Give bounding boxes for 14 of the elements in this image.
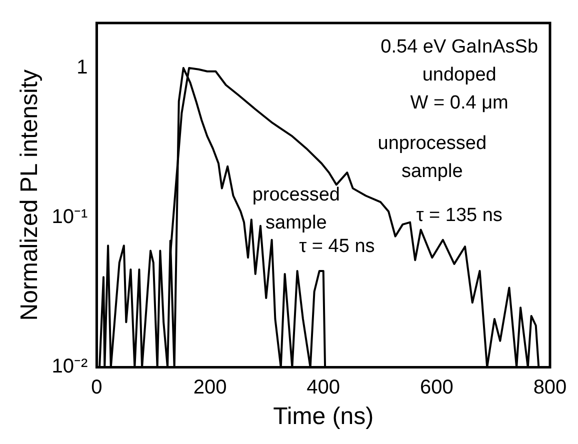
x-tick-label: 600 (420, 376, 454, 399)
y-tick-label: 1 (76, 56, 88, 79)
annotation: unprocessed sample (378, 132, 487, 182)
x-tick-label: 200 (193, 376, 227, 399)
y-tick-label: 10⁻¹ (52, 206, 88, 228)
annotation: τ = 45 ns (299, 236, 375, 258)
annotation: τ = 135 ns (416, 205, 502, 226)
y-tick-label: 10⁻² (52, 356, 88, 378)
annotation: 0.54 eV GaInAsSb undoped W = 0.4 μm (380, 36, 538, 114)
y-axis-title: Normalized PL intensity (16, 69, 44, 321)
x-axis-title: Time (ns) (273, 403, 374, 430)
x-tick-label: 800 (533, 376, 567, 399)
x-tick-label: 400 (306, 376, 340, 399)
x-tick-label: 0 (91, 376, 102, 399)
